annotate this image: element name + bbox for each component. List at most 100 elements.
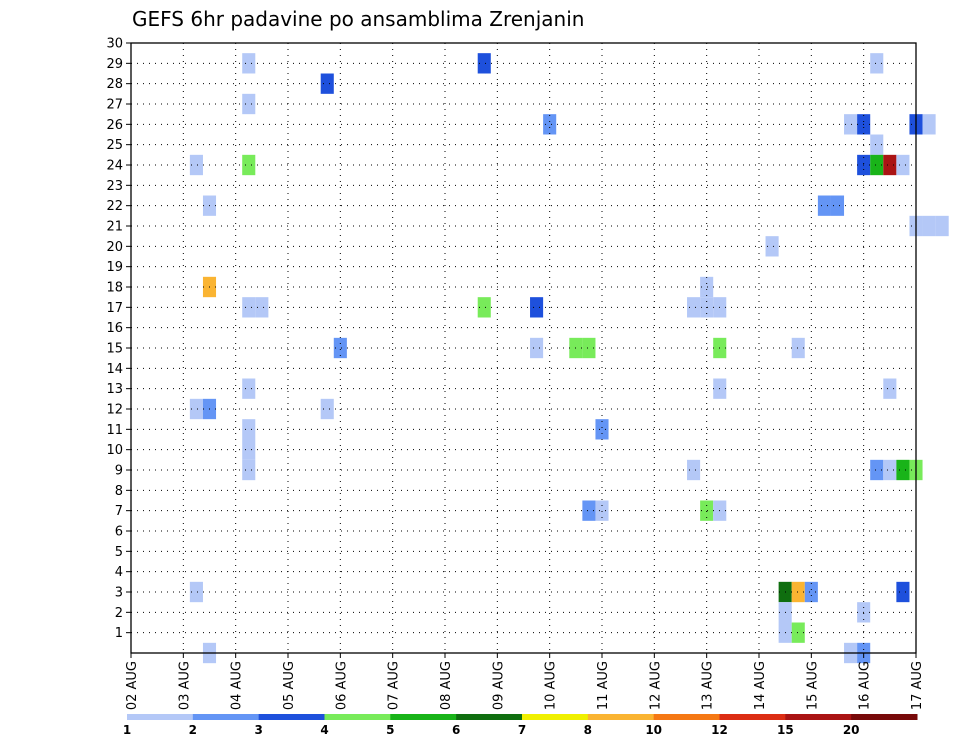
y-tick-label: 20 xyxy=(106,240,123,255)
colorbar-label: 6 xyxy=(452,723,460,737)
colorbar-label: 10 xyxy=(645,723,662,737)
colorbar-swatch xyxy=(127,714,194,720)
y-tick-label: 2 xyxy=(115,606,123,621)
precip-cell xyxy=(791,581,805,603)
precip-cell xyxy=(333,337,347,359)
y-tick-label: 17 xyxy=(106,301,123,316)
y-tick-label: 25 xyxy=(106,138,123,153)
x-tick-label: 04 AUG xyxy=(230,661,245,710)
precip-cell xyxy=(543,114,557,135)
x-axis: 02 AUG 03 AUG 04 AUG 05 AUG 06 AUG 07 AUG 08 A… xyxy=(125,653,925,710)
colorbar-swatch xyxy=(587,714,655,720)
colorbar-swatch xyxy=(653,714,720,720)
precip-cell xyxy=(595,419,609,440)
x-tick-label: 15 AUG xyxy=(805,661,820,710)
colorbar-swatch xyxy=(258,714,325,720)
precip-cell xyxy=(870,154,884,176)
y-tick-label: 30 xyxy=(106,37,123,52)
precip-cell xyxy=(255,297,269,318)
precip-cell xyxy=(844,114,858,135)
y-tick-label: 3 xyxy=(115,586,123,601)
x-tick-label: 10 AUG xyxy=(544,661,559,710)
precip-cell xyxy=(595,500,609,521)
precip-cell xyxy=(477,297,491,318)
y-tick-label: 24 xyxy=(106,159,123,174)
colorbar-label: 2 xyxy=(189,723,197,737)
x-tick-label: 09 AUG xyxy=(491,661,506,710)
y-tick-label: 1 xyxy=(115,626,123,641)
colorbar-label: 15 xyxy=(777,723,794,737)
precip-cell xyxy=(530,297,544,318)
precip-cell xyxy=(883,154,897,176)
precip-cell xyxy=(883,378,897,399)
precip-cell xyxy=(189,581,203,603)
precip-cell xyxy=(687,459,701,481)
precip-cell xyxy=(189,154,203,176)
x-tick-label: 05 AUG xyxy=(282,661,297,710)
colorbar-label: 12 xyxy=(711,723,728,737)
x-tick-label: 17 AUG xyxy=(910,661,925,710)
precip-cell xyxy=(896,459,910,481)
precip-cell xyxy=(870,53,884,74)
x-tick-label: 03 AUG xyxy=(177,661,192,710)
x-tick-label: 06 AUG xyxy=(334,661,349,710)
y-tick-label: 4 xyxy=(115,565,123,580)
precip-cell xyxy=(320,398,334,420)
precip-cell xyxy=(530,337,544,359)
y-tick-label: 18 xyxy=(106,281,123,296)
precip-cell xyxy=(242,439,256,460)
x-tick-label: 11 AUG xyxy=(596,661,611,710)
precip-cell xyxy=(242,378,256,399)
precip-cell xyxy=(242,154,256,176)
y-axis: 1234567891011121314151617181920212223242… xyxy=(106,37,131,641)
precip-cell xyxy=(870,459,884,481)
precip-cell xyxy=(935,215,949,237)
y-tick-label: 15 xyxy=(106,342,123,357)
y-tick-label: 11 xyxy=(106,423,123,438)
precip-cell xyxy=(922,215,936,237)
x-tick-label: 07 AUG xyxy=(387,661,402,710)
precip-cell xyxy=(700,500,714,521)
colorbar-swatch xyxy=(851,714,918,720)
precip-cell xyxy=(582,337,596,359)
precip-cell xyxy=(242,459,256,481)
x-tick-label: 12 AUG xyxy=(648,661,663,710)
y-tick-label: 7 xyxy=(115,504,123,519)
colorbar-label: 7 xyxy=(518,723,526,737)
colorbar: 1 2 3 4 5 6 7 8 10 12 15 20 xyxy=(123,714,918,737)
y-tick-label: 16 xyxy=(106,321,123,336)
colorbar-swatch xyxy=(719,714,786,720)
colorbar-swatch xyxy=(324,714,391,720)
colorbar-label: 8 xyxy=(584,723,592,737)
y-tick-label: 12 xyxy=(106,403,123,418)
y-tick-label: 5 xyxy=(115,545,123,560)
precip-cell xyxy=(242,297,256,318)
x-tick-label: 16 AUG xyxy=(858,661,873,710)
precip-cell xyxy=(242,53,256,74)
grid-lines xyxy=(131,43,916,653)
y-tick-label: 27 xyxy=(106,98,123,113)
y-tick-label: 10 xyxy=(106,443,123,458)
precip-cell xyxy=(242,419,256,440)
colorbar-swatch xyxy=(522,714,589,720)
x-tick-label: 02 AUG xyxy=(125,661,140,710)
precip-cell xyxy=(765,236,779,257)
precip-cell xyxy=(791,337,805,359)
colorbar-label: 3 xyxy=(254,723,262,737)
colorbar-swatch xyxy=(785,714,852,720)
y-tick-label: 29 xyxy=(106,57,123,72)
y-tick-label: 9 xyxy=(115,464,123,479)
x-tick-label: 13 AUG xyxy=(701,661,716,710)
colorbar-swatch xyxy=(192,714,260,720)
y-tick-label: 26 xyxy=(106,118,123,133)
x-tick-label: 14 AUG xyxy=(753,661,768,710)
y-tick-label: 22 xyxy=(106,199,123,214)
y-tick-label: 6 xyxy=(115,525,123,540)
colorbar-label: 20 xyxy=(843,723,860,737)
precip-cell xyxy=(817,195,831,216)
precip-cells xyxy=(189,53,949,664)
precip-cell xyxy=(189,398,203,420)
y-tick-label: 23 xyxy=(106,179,123,194)
